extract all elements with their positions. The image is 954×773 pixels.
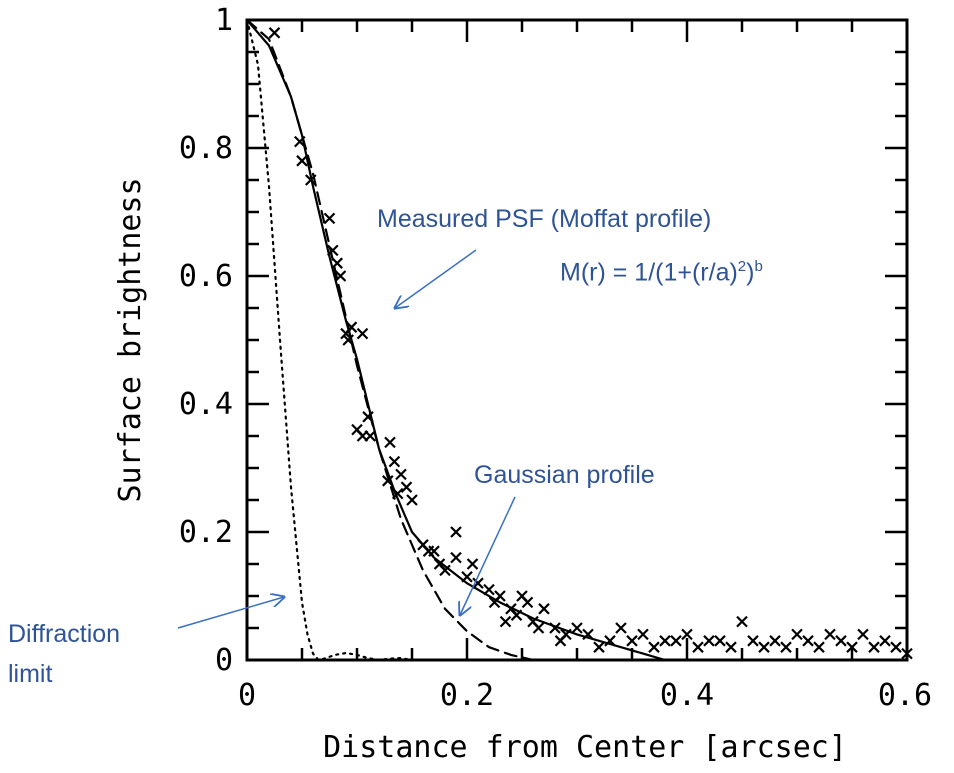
x-tick-label: 0.6	[878, 678, 932, 713]
data-point-x-marker	[846, 641, 858, 653]
data-point-x-marker	[681, 628, 693, 641]
data-point-x-marker	[769, 635, 781, 647]
diffraction-annotation-line1: Diffraction	[8, 620, 121, 648]
data-point-x-marker	[857, 628, 869, 641]
data-point-x-marker	[747, 635, 759, 647]
data-point-x-marker	[791, 628, 803, 641]
data-point-x-marker	[439, 564, 451, 577]
data-point-x-marker	[521, 596, 534, 609]
x-tick-label: 0	[238, 678, 256, 713]
data-point-x-marker	[388, 455, 401, 468]
data-point-x-marker	[334, 270, 347, 282]
data-point-x-marker	[345, 321, 358, 333]
data-point-x-marker	[466, 558, 479, 570]
y-tick-label: 0.4	[179, 387, 233, 422]
data-point-x-marker	[824, 628, 836, 641]
data-point-x-marker	[428, 545, 440, 557]
diffraction-annotation-line2: limit	[8, 660, 53, 688]
data-point-x-marker	[560, 628, 572, 641]
x-tick-label: 0.2	[440, 678, 494, 713]
data-point-x-marker	[703, 635, 715, 647]
data-point-x-marker	[395, 468, 407, 481]
data-point-x-marker	[670, 635, 682, 647]
diffraction-arrow	[177, 597, 284, 629]
data-point-x-marker	[400, 481, 413, 493]
data-point-x-marker	[593, 641, 605, 653]
x-axis-title: Distance from Center [arcsec]	[323, 730, 847, 765]
data-point-x-marker	[362, 411, 374, 423]
data-point-x-marker	[327, 244, 339, 257]
data-point-x-marker	[626, 635, 638, 647]
x-tick-label: 0.4	[660, 678, 714, 713]
formula-close: )	[746, 258, 755, 287]
data-point-x-marker	[296, 155, 308, 167]
data-point-x-marker	[450, 551, 462, 564]
data-point-x-marker	[659, 635, 671, 647]
data-point-x-marker	[461, 571, 473, 583]
moffat-annotation: Measured PSF (Moffat profile)	[377, 205, 712, 233]
data-point-x-marker	[323, 212, 336, 225]
data-point-x-marker	[382, 475, 394, 487]
moffat-formula: M(r) = 1/(1+(r/a)2)b	[560, 258, 763, 287]
data-point-x-marker	[294, 135, 306, 148]
gaussian-arrow	[460, 496, 516, 615]
data-point-x-marker	[615, 622, 627, 634]
data-point-x-marker	[356, 430, 369, 442]
plot-frame	[245, 18, 909, 662]
data-point-x-marker	[450, 526, 462, 538]
data-point-x-marker	[384, 436, 396, 449]
data-point-x-marker	[571, 622, 583, 634]
data-point-x-marker	[802, 635, 814, 647]
data-point-x-marker	[406, 494, 418, 506]
dashed-profile-line	[245, 18, 535, 662]
data-point-x-marker	[637, 628, 649, 641]
data-point-x-marker	[494, 590, 506, 602]
data-point-x-marker	[868, 641, 880, 653]
dotted-profile-line	[245, 18, 414, 662]
data-point-x-marker	[499, 615, 512, 628]
data-point-x-marker	[538, 603, 550, 615]
moffat-arrow	[395, 249, 477, 308]
data-point-x-marker	[268, 27, 281, 39]
y-tick-label: 0.2	[179, 515, 233, 550]
data-point-x-marker	[813, 641, 825, 653]
data-point-x-marker	[356, 327, 369, 340]
y-tick-label: 0.6	[179, 259, 233, 294]
data-point-x-marker	[725, 641, 737, 653]
data-point-x-marker	[549, 622, 561, 634]
data-point-x-marker	[532, 622, 545, 634]
data-point-x-marker	[835, 635, 847, 647]
data-point-x-marker	[483, 583, 495, 596]
y-tick-label: 0.8	[179, 131, 233, 166]
data-point-x-marker	[510, 609, 523, 621]
data-point-x-marker	[648, 641, 660, 653]
data-point-x-marker	[342, 334, 354, 346]
data-point-x-marker	[692, 641, 704, 653]
solid-profile-line	[245, 18, 667, 662]
gaussian-annotation: Gaussian profile	[474, 461, 655, 489]
formula-sup-2: 2	[737, 258, 747, 275]
data-point-x-marker	[879, 635, 891, 647]
data-point-x-marker	[604, 635, 616, 647]
data-point-x-marker	[890, 641, 902, 653]
data-point-x-marker	[331, 257, 343, 269]
y-tick-label: 1	[215, 3, 233, 38]
data-point-x-marker	[472, 577, 484, 589]
y-tick-label: 0	[215, 643, 233, 678]
data-point-x-marker	[780, 641, 792, 653]
data-point-x-marker	[391, 487, 404, 500]
data-point-x-marker	[305, 174, 317, 186]
y-axis-title: Surface brightness	[113, 177, 148, 502]
formula-main: M(r) = 1/(1+(r/a)	[560, 258, 738, 287]
data-point-x-marker	[736, 615, 748, 628]
formula-sup-b: b	[754, 258, 763, 275]
data-point-x-marker	[758, 641, 770, 653]
data-point-x-marker	[714, 635, 726, 647]
data-point-x-marker	[582, 628, 594, 641]
